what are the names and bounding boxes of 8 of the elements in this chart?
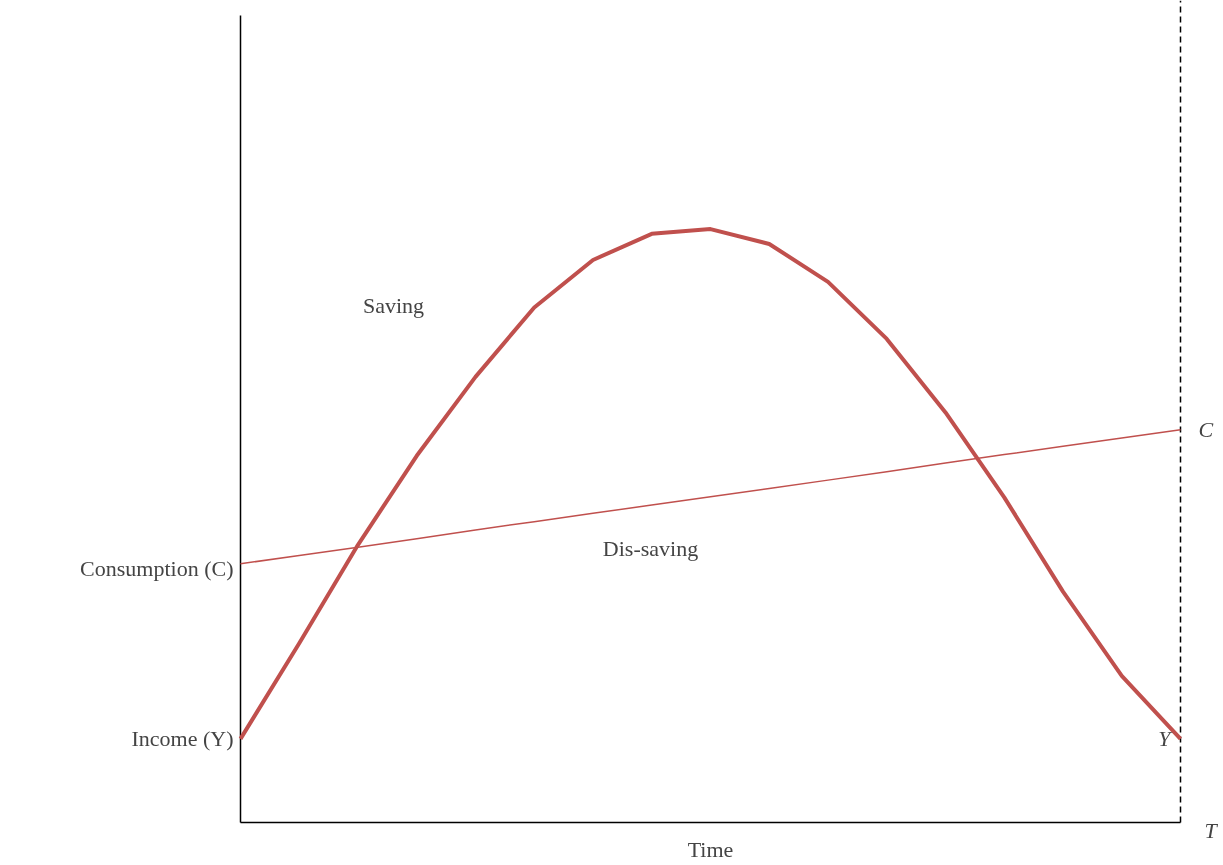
text: T — [1204, 818, 1219, 843]
series-label: Y — [1158, 726, 1174, 752]
x-axis-title: Time — [687, 836, 734, 862]
text: Consumption (C) — [80, 556, 234, 581]
series-label: C — [1198, 417, 1214, 443]
annotation: Dis-saving — [602, 536, 699, 561]
annotation: Saving — [362, 293, 425, 318]
text: Income (Y) — [131, 726, 234, 751]
